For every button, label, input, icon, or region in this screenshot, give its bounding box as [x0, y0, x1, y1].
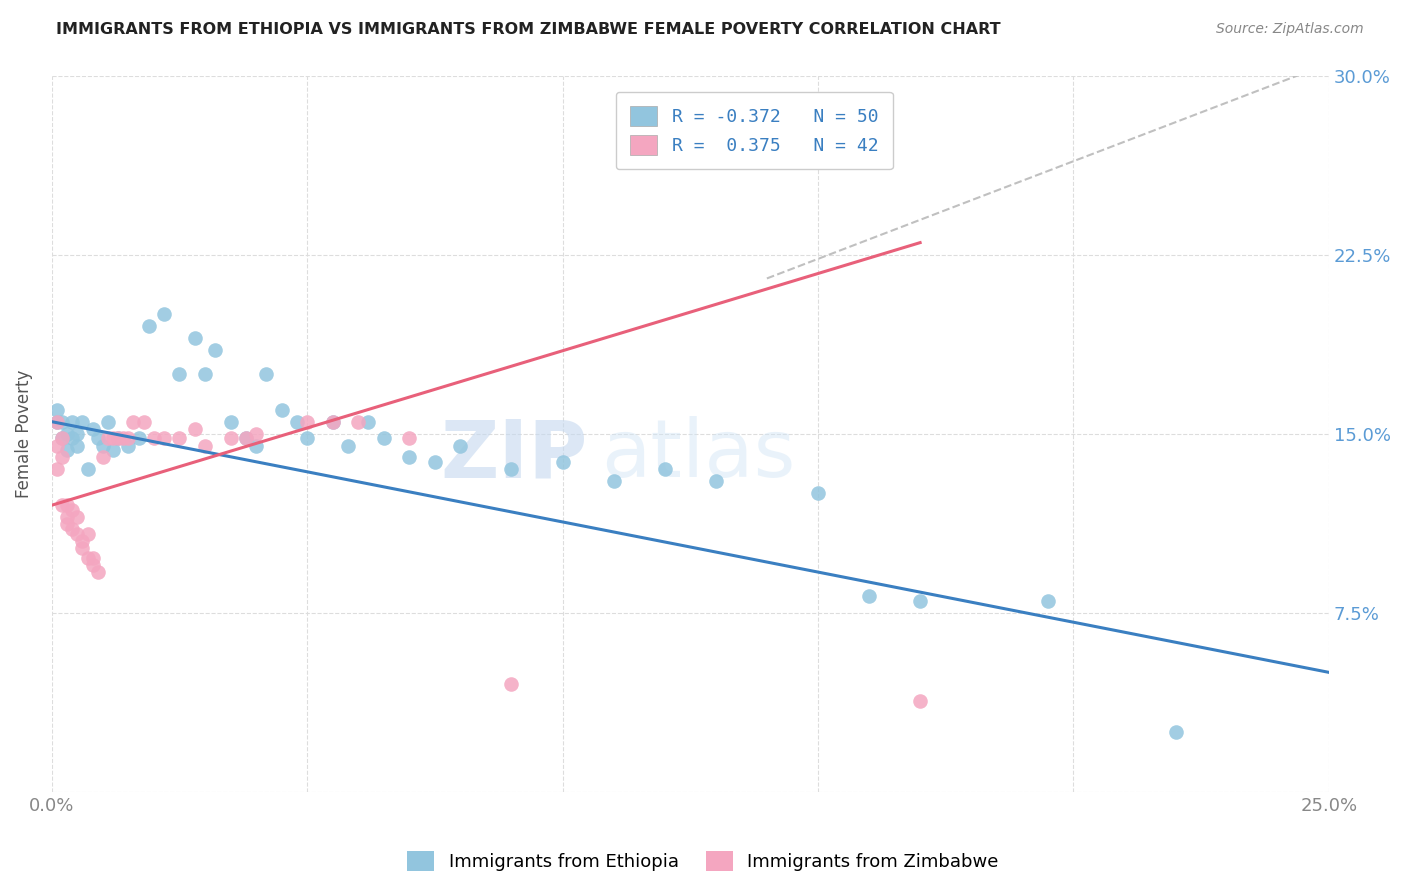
Point [122, 415, 145, 429]
Point [1036, 593, 1059, 607]
Point [169, 431, 191, 445]
Point [72, 415, 94, 429]
Point [204, 343, 226, 357]
Point [87, 431, 110, 445]
Point [219, 431, 242, 445]
Point [60, 431, 83, 445]
Point [51, 431, 73, 445]
Y-axis label: Female Poverty: Female Poverty [15, 369, 32, 498]
Point [60, 415, 83, 429]
Point [112, 431, 135, 445]
Point [72, 534, 94, 549]
Point [654, 462, 676, 476]
Point [1164, 725, 1187, 739]
Point [45, 415, 67, 429]
Point [56, 426, 79, 441]
Point [184, 331, 207, 345]
Point [45, 402, 67, 417]
Point [51, 498, 73, 512]
Point [322, 415, 344, 429]
Point [858, 589, 880, 603]
Point [56, 510, 79, 524]
Point [153, 431, 176, 445]
Point [82, 550, 104, 565]
Point [82, 422, 104, 436]
Text: IMMIGRANTS FROM ETHIOPIA VS IMMIGRANTS FROM ZIMBABWE FEMALE POVERTY CORRELATION : IMMIGRANTS FROM ETHIOPIA VS IMMIGRANTS F… [56, 22, 1001, 37]
Point [254, 367, 277, 381]
Point [87, 565, 110, 579]
Point [56, 517, 79, 532]
Point [398, 450, 420, 465]
Point [501, 462, 523, 476]
Point [219, 415, 242, 429]
Point [76, 527, 98, 541]
Point [337, 438, 360, 452]
Point [602, 475, 624, 489]
Point [138, 319, 160, 334]
Point [245, 426, 267, 441]
Point [101, 443, 124, 458]
Point [51, 431, 73, 445]
Point [91, 438, 114, 452]
Point [908, 694, 931, 708]
Point [169, 367, 191, 381]
Point [501, 677, 523, 691]
Point [270, 402, 292, 417]
Point [97, 415, 120, 429]
Point [551, 455, 574, 469]
Point [322, 415, 344, 429]
Point [449, 438, 471, 452]
Point [45, 462, 67, 476]
Point [45, 415, 67, 429]
Point [91, 450, 114, 465]
Point [295, 415, 318, 429]
Point [398, 431, 420, 445]
Point [45, 438, 67, 452]
Text: atlas: atlas [600, 416, 796, 494]
Point [66, 438, 89, 452]
Point [72, 541, 94, 556]
Point [51, 450, 73, 465]
Text: ZIP: ZIP [441, 416, 588, 494]
Point [347, 415, 370, 429]
Point [60, 503, 83, 517]
Point [51, 415, 73, 429]
Point [128, 431, 150, 445]
Point [66, 426, 89, 441]
Point [107, 431, 129, 445]
Point [56, 498, 79, 512]
Point [235, 431, 257, 445]
Point [142, 431, 165, 445]
Point [97, 431, 120, 445]
Point [60, 522, 83, 536]
Point [82, 558, 104, 572]
Point [56, 443, 79, 458]
Point [423, 455, 446, 469]
Point [107, 431, 129, 445]
Point [357, 415, 380, 429]
Legend: Immigrants from Ethiopia, Immigrants from Zimbabwe: Immigrants from Ethiopia, Immigrants fro… [401, 844, 1005, 879]
Point [908, 593, 931, 607]
Point [76, 462, 98, 476]
Point [245, 438, 267, 452]
Point [132, 415, 155, 429]
Point [194, 438, 217, 452]
Point [153, 307, 176, 321]
Point [373, 431, 395, 445]
Point [117, 438, 139, 452]
Point [76, 550, 98, 565]
Point [184, 422, 207, 436]
Point [101, 431, 124, 445]
Point [704, 475, 727, 489]
Point [285, 415, 308, 429]
Point [117, 431, 139, 445]
Point [295, 431, 318, 445]
Text: Source: ZipAtlas.com: Source: ZipAtlas.com [1216, 22, 1364, 37]
Legend: R = -0.372   N = 50, R =  0.375   N = 42: R = -0.372 N = 50, R = 0.375 N = 42 [616, 92, 893, 169]
Point [66, 527, 89, 541]
Point [235, 431, 257, 445]
Point [194, 367, 217, 381]
Point [807, 486, 830, 500]
Point [66, 510, 89, 524]
